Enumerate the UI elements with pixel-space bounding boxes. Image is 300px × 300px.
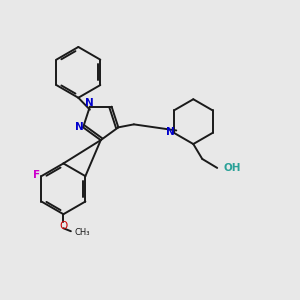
Text: OH: OH [224,163,241,173]
Text: CH₃: CH₃ [75,228,90,237]
Text: F: F [33,170,40,180]
Text: N: N [75,122,84,132]
Text: O: O [59,221,68,231]
Text: N: N [166,127,174,137]
Text: N: N [85,98,94,108]
